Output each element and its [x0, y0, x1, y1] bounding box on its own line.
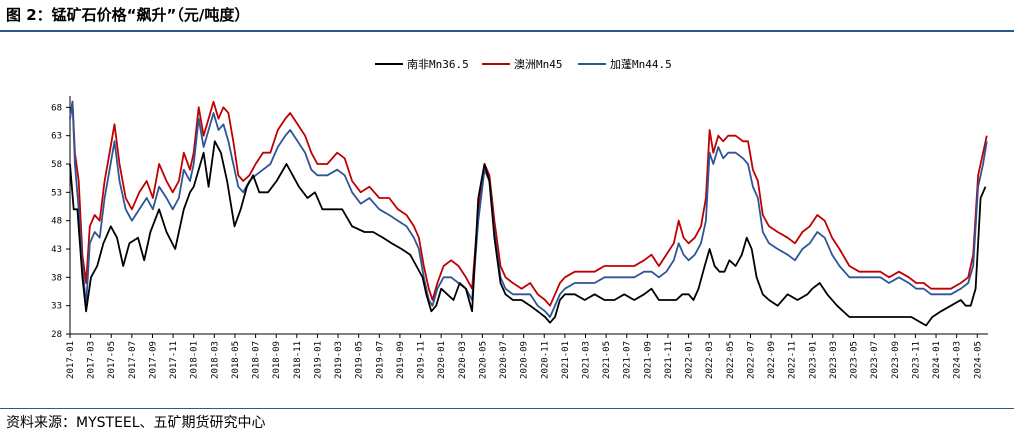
x-tick-label: 2017-09: [148, 341, 158, 379]
x-tick-label: 2018-11: [293, 341, 303, 379]
x-tick-label: 2018-07: [252, 341, 262, 379]
y-axis: 28 33 38 43 48 53 58 63 68: [51, 96, 71, 340]
line-chart: 南非Mn36.5 澳洲Mn45 加蓬Mn44.5 28 33 38 43 48 53 58 63 6…: [51, 58, 988, 379]
x-tick-label: 2018-05: [231, 341, 241, 379]
x-tick-label: 2023-03: [829, 341, 839, 379]
x-tick-label: 2019-05: [355, 341, 365, 379]
x-tick-label: 2019-07: [375, 341, 385, 379]
x-tick-label: 2017-03: [87, 341, 97, 379]
footer-rule: [0, 408, 1014, 409]
x-tick-label: 2022-11: [788, 341, 798, 379]
x-tick-label: 2018-09: [272, 341, 282, 379]
x-tick-label: 2020-01: [437, 341, 447, 379]
x-tick-label: 2022-05: [726, 341, 736, 379]
x-tick-label: 2024-05: [973, 341, 983, 379]
x-tick-label: 2021-07: [623, 341, 633, 379]
x-tick-label: 2023-09: [891, 341, 901, 379]
legend-label: 南非Mn36.5: [407, 58, 469, 71]
x-tick-label: 2017-07: [128, 341, 138, 379]
legend-label: 加蓬Mn44.5: [610, 58, 672, 71]
x-tick-label: 2020-03: [458, 341, 468, 379]
y-tick-label: 63: [51, 132, 62, 142]
x-tick-label: 2019-11: [417, 341, 427, 379]
x-tick-label: 2023-01: [808, 341, 818, 379]
series-lines: [69, 100, 988, 327]
x-tick-label: 2021-01: [561, 341, 571, 379]
y-tick-label: 48: [51, 217, 62, 227]
legend: 南非Mn36.5 澳洲Mn45 加蓬Mn44.5: [375, 58, 672, 71]
y-tick-label: 68: [51, 103, 62, 113]
chart-title: 图 2：锰矿石价格“飙升”（元/吨度）: [6, 6, 250, 24]
x-tick-label: 2017-01: [66, 341, 76, 379]
y-tick-label: 53: [51, 188, 62, 198]
x-tick-label: 2021-09: [643, 341, 653, 379]
y-tick-label: 58: [51, 160, 62, 170]
x-tick-label: 2023-11: [911, 341, 921, 379]
x-tick-label: 2017-05: [107, 341, 117, 379]
x-tick-label: 2022-03: [705, 341, 715, 379]
x-tick-label: 2020-11: [540, 341, 550, 379]
x-tick-label: 2021-05: [602, 341, 612, 379]
y-tick-label: 33: [51, 302, 62, 312]
x-axis: 2017-01 2017-03 2017-05 2017-07 2017-09 2017-…: [66, 333, 988, 379]
x-tick-label: 2022-09: [767, 341, 777, 379]
x-tick-label: 2024-01: [932, 341, 942, 379]
x-tick-label: 2022-01: [685, 341, 695, 379]
x-tick-label: 2020-09: [520, 341, 530, 379]
y-tick-label: 28: [51, 330, 62, 340]
x-tick-label: 2024-03: [953, 341, 963, 379]
legend-label: 澳洲Mn45: [514, 58, 563, 71]
x-tick-label: 2019-01: [313, 341, 323, 379]
x-tick-label: 2021-11: [664, 341, 674, 379]
y-tick-label: 43: [51, 245, 62, 255]
x-tick-label: 2017-11: [169, 341, 179, 379]
x-tick-label: 2021-03: [581, 341, 591, 379]
x-tick-label: 2018-03: [210, 341, 220, 379]
x-tick-label: 2019-09: [396, 341, 406, 379]
x-tick-label: 2019-03: [334, 341, 344, 379]
source-note: 资料来源：MYSTEEL、五矿期货研究中心: [6, 415, 266, 431]
x-tick-label: 2023-07: [870, 341, 880, 379]
y-tick-label: 38: [51, 273, 62, 283]
title-rule: [0, 30, 1014, 32]
x-tick-label: 2022-07: [746, 341, 756, 379]
x-tick-label: 2018-01: [190, 341, 200, 379]
series-line: [69, 140, 987, 327]
x-tick-label: 2020-05: [478, 341, 488, 379]
x-tick-label: 2023-05: [850, 341, 860, 379]
series-line: [69, 100, 988, 307]
x-tick-label: 2020-07: [499, 341, 509, 379]
